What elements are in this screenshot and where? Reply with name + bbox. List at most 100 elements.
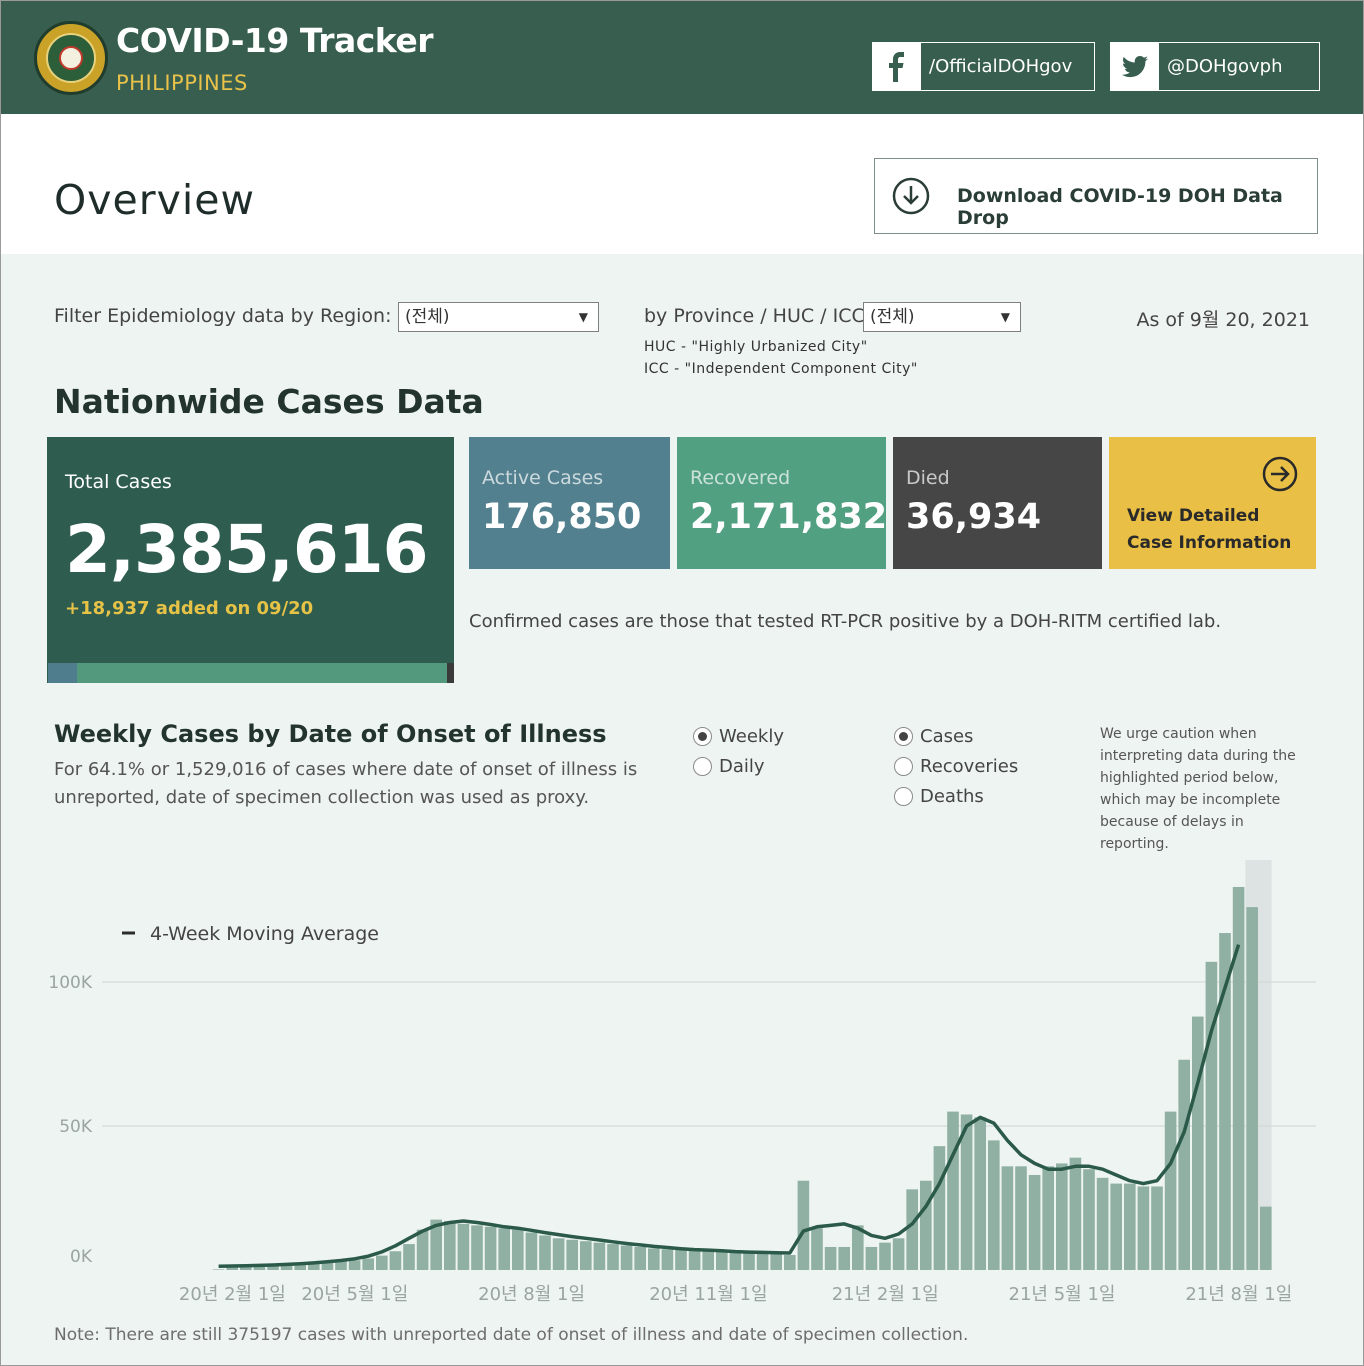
- bar: [1056, 1163, 1068, 1270]
- bar: [212, 1269, 225, 1270]
- bar: [811, 1228, 823, 1270]
- chevron-down-icon: ▼: [1000, 310, 1010, 324]
- died-label: Died: [906, 467, 950, 489]
- bar: [770, 1254, 782, 1270]
- bar: [675, 1249, 687, 1270]
- bar: [1219, 933, 1231, 1270]
- x-tick-label: 21년 8월 1일: [1185, 1284, 1292, 1305]
- bar: [933, 1146, 946, 1270]
- bar: [1096, 1177, 1109, 1270]
- radio-recoveries-label: Recoveries: [920, 756, 1019, 777]
- facebook-link[interactable]: /OfficialDOHgov: [872, 42, 1095, 91]
- nationwide-title: Nationwide Cases Data: [54, 382, 484, 421]
- died-card: Died 36,934: [893, 437, 1102, 569]
- total-cases-card: Total Cases 2,385,616 +18,937 added on 0…: [47, 437, 454, 683]
- icc-note: ICC - "Independent Component City": [644, 361, 918, 377]
- bar: [484, 1226, 497, 1270]
- bar: [1015, 1166, 1027, 1270]
- huc-note: HUC - "Highly Urbanized City": [644, 339, 868, 355]
- radio-checked-icon: [894, 727, 913, 746]
- bar: [294, 1264, 306, 1270]
- region-select-value: (전체): [405, 307, 450, 327]
- download-icon: [892, 177, 930, 215]
- total-cases-value: 2,385,616: [65, 511, 429, 588]
- bar: [1069, 1157, 1082, 1270]
- legend-label: 4-Week Moving Average: [150, 923, 379, 945]
- bar: [906, 1189, 918, 1270]
- chevron-down-icon: ▼: [578, 310, 588, 324]
- active-cases-card: Active Cases 176,850: [469, 437, 670, 569]
- radio-unchecked-icon: [894, 757, 913, 776]
- radio-checked-icon: [693, 727, 712, 746]
- bar: [892, 1238, 905, 1270]
- caution-note: We urge caution when interpreting data d…: [1100, 726, 1296, 852]
- bar: [688, 1250, 701, 1270]
- radio-daily[interactable]: Daily: [693, 756, 765, 777]
- bar: [444, 1221, 456, 1270]
- recovered-label: Recovered: [690, 467, 791, 489]
- bar: [607, 1244, 619, 1270]
- radio-recoveries[interactable]: Recoveries: [894, 756, 1018, 777]
- twitter-handle: @DOHgovph: [1167, 56, 1283, 77]
- composition-bar-active: [48, 663, 77, 683]
- x-tick-label: 21년 5월 1일: [1009, 1284, 1116, 1305]
- view-detailed-line1: View Detailed: [1127, 506, 1260, 526]
- bar: [308, 1263, 320, 1270]
- bar: [865, 1246, 878, 1270]
- bar: [879, 1242, 891, 1270]
- twitter-link[interactable]: @DOHgovph: [1110, 42, 1320, 91]
- bar: [852, 1225, 864, 1270]
- chart-title: Weekly Cases by Date of Onset of Illness: [54, 720, 607, 748]
- bar: [348, 1260, 361, 1270]
- bar: [947, 1111, 959, 1270]
- radio-cases[interactable]: Cases: [894, 726, 973, 747]
- bar: [267, 1265, 279, 1270]
- bar: [1042, 1166, 1054, 1270]
- province-filter-label: by Province / HUC / ICC:: [644, 305, 872, 327]
- composition-bar-died: [447, 663, 454, 683]
- bar: [1178, 1059, 1190, 1270]
- bar: [620, 1245, 633, 1270]
- radio-deaths[interactable]: Deaths: [894, 786, 984, 807]
- bar: [416, 1229, 429, 1270]
- radio-weekly[interactable]: Weekly: [693, 726, 784, 747]
- bar: [824, 1246, 837, 1270]
- composition-bar-recovered: [77, 663, 447, 683]
- province-select[interactable]: (전체) ▼: [863, 302, 1021, 332]
- bar: [566, 1239, 578, 1270]
- download-label: Download COVID-19 DOH Data Drop: [957, 185, 1283, 229]
- doh-seal-logo: [34, 21, 108, 95]
- seal-inner: [46, 33, 96, 83]
- confirmed-cases-note: Confirmed cases are those that tested RT…: [469, 611, 1222, 632]
- bar: [634, 1246, 646, 1270]
- total-cases-label: Total Cases: [65, 471, 172, 493]
- bar: [552, 1238, 565, 1270]
- view-detailed-button[interactable]: View Detailed Case Information: [1109, 437, 1316, 569]
- region-select[interactable]: (전체) ▼: [398, 302, 599, 332]
- app-title: COVID-19 Tracker: [116, 21, 434, 60]
- x-tick-label: 20년 5월 1일: [301, 1284, 408, 1305]
- bar: [1232, 886, 1245, 1270]
- bar: [403, 1244, 415, 1270]
- bar: [389, 1251, 402, 1270]
- download-data-button[interactable]: Download COVID-19 DOH Data Drop: [874, 158, 1318, 234]
- region-filter-label: Filter Epidemiology data by Region:: [54, 305, 392, 327]
- bar: [784, 1255, 796, 1270]
- recovered-card: Recovered 2,171,832: [677, 437, 888, 569]
- chart-subtitle: For 64.1% or 1,529,016 of cases where da…: [54, 759, 638, 808]
- facebook-icon: [873, 43, 921, 90]
- bar: [321, 1262, 334, 1270]
- x-tick-label: 20년 8월 1일: [478, 1284, 585, 1305]
- radio-deaths-label: Deaths: [920, 786, 984, 807]
- bar: [1124, 1183, 1136, 1270]
- recovered-value: 2,171,832: [690, 497, 888, 537]
- app-subtitle: PHILIPPINES: [116, 71, 248, 95]
- x-tick-label: 20년 11월 1일: [649, 1284, 767, 1305]
- bar: [1164, 1111, 1177, 1270]
- bar: [226, 1265, 238, 1270]
- footnote: Note: There are still 375197 cases with …: [54, 1325, 969, 1345]
- moving-average-line: [218, 944, 1241, 1269]
- y-tick-label: 0K: [70, 1247, 93, 1267]
- bar: [240, 1265, 252, 1270]
- bar: [743, 1253, 755, 1270]
